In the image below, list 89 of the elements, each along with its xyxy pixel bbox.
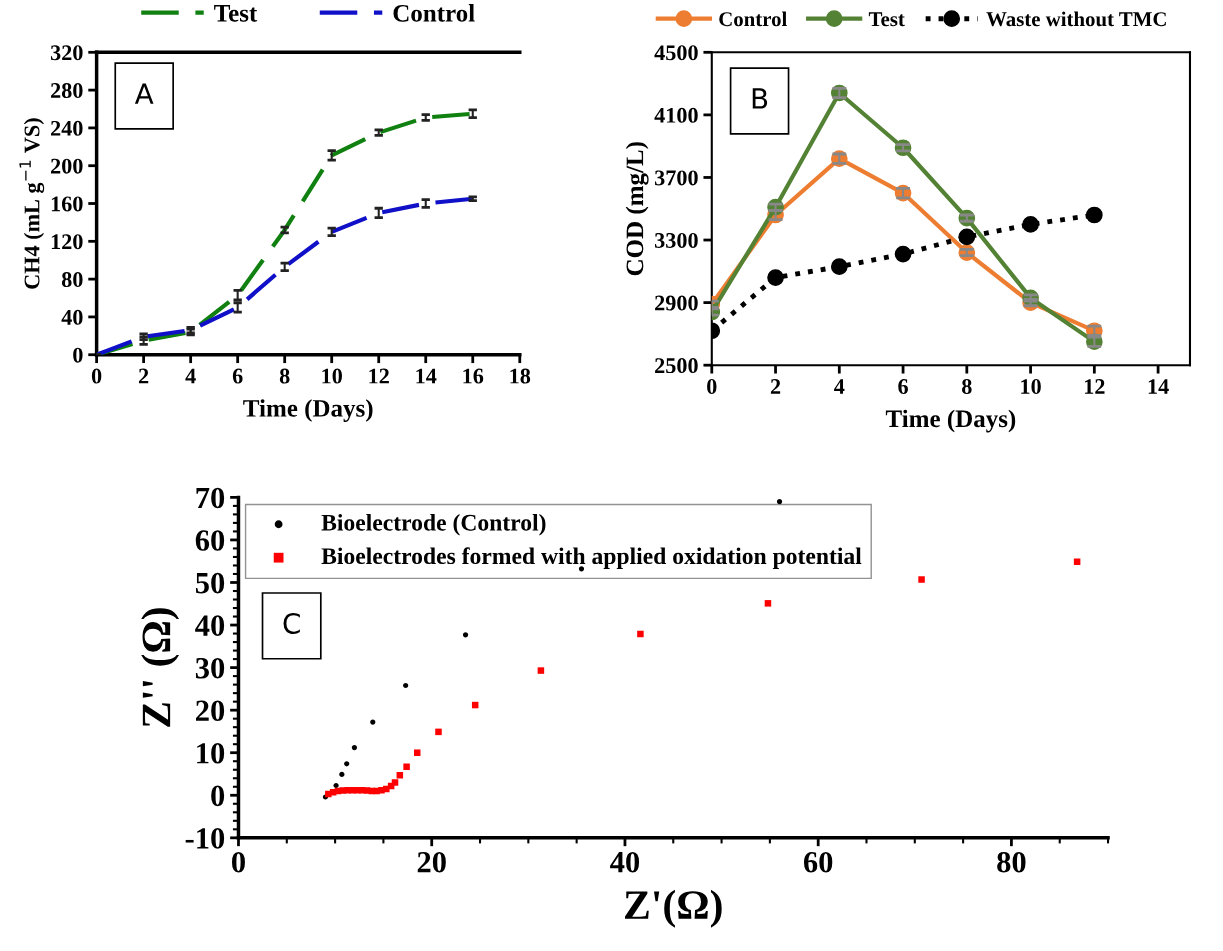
annotation: B: [752, 88, 768, 109]
point: [370, 719, 376, 725]
y-tick-label: 40: [61, 309, 83, 325]
y-axis-title: CH4 (mL g$^{−1}$ VS): [19, 118, 45, 289]
point: [537, 667, 545, 674]
x-tick-label: 8: [279, 368, 290, 384]
y-tick-label: 70: [196, 487, 225, 509]
y-tick-label: 3700: [654, 170, 698, 186]
point: [637, 630, 644, 638]
point: [351, 745, 358, 751]
x-tick-label: 12: [1085, 379, 1105, 394]
x-tick-label: 16: [463, 368, 484, 384]
legend-label: Control: [719, 11, 787, 27]
point: [1022, 216, 1039, 233]
x-axis-title: Time (Days): [243, 399, 373, 422]
x-tick-label: 4: [185, 368, 196, 384]
y-axis-title: Z'' (Ω): [141, 608, 180, 727]
y-tick-label: 50: [195, 572, 225, 594]
point: [344, 761, 350, 767]
x-tick-label: 10: [322, 368, 342, 384]
point: [764, 600, 772, 607]
y-tick-label: 120: [51, 234, 83, 250]
point: [396, 772, 404, 779]
legend-label: Test: [214, 5, 258, 22]
x-tick-label: 0: [91, 368, 102, 384]
y-tick-label: 2900: [655, 295, 698, 311]
annotation: A: [134, 83, 154, 104]
point: [776, 499, 783, 505]
x-tick-label: 80: [997, 851, 1026, 873]
y-axis-title: COD (mg/L): [625, 142, 649, 276]
y-tick-label: 200: [51, 158, 83, 174]
x-tick-label: 0: [232, 851, 245, 873]
point: [958, 228, 976, 246]
point: [391, 779, 399, 786]
point: [578, 566, 585, 572]
point: [767, 269, 784, 286]
legend-label: Test: [868, 12, 905, 27]
y-tick-label: 320: [50, 45, 83, 61]
annotation: C: [283, 612, 300, 634]
x-tick-label: 6: [232, 368, 243, 384]
point: [1073, 558, 1081, 565]
y-tick-label: 0: [73, 347, 83, 363]
y-tick-label: 4100: [654, 107, 698, 123]
legend-label: Bioelectrode (Control): [321, 514, 546, 536]
x-tick-label: 14: [416, 368, 437, 384]
point: [918, 576, 925, 583]
y-tick-label: 3300: [654, 232, 698, 248]
x-tick-label: 60: [803, 851, 833, 873]
y-tick-label: -10: [185, 828, 225, 849]
y-tick-label: 10: [197, 743, 225, 764]
y-tick-label: 160: [51, 196, 83, 212]
x-tick-label: 10: [1021, 379, 1041, 395]
x-tick-label: 12: [369, 368, 389, 384]
legend-label: Bioelectrodes formed with applied oxidation potential: [321, 547, 862, 569]
x-axis-title: Z'(Ω): [625, 889, 722, 928]
line-series: [96, 196, 475, 355]
legend-label: Control: [393, 4, 475, 22]
point: [403, 682, 409, 689]
x-tick-label: 8: [962, 379, 972, 395]
point: [435, 728, 442, 736]
point: [1086, 206, 1103, 224]
x-tick-label: 6: [898, 379, 908, 395]
point: [403, 763, 410, 771]
point: [413, 749, 421, 756]
x-tick-label: 0: [707, 379, 717, 395]
x-axis-title: Time (Days): [885, 409, 1016, 433]
point: [894, 245, 912, 263]
y-tick-label: 280: [51, 83, 83, 99]
x-tick-label: 2: [139, 368, 149, 384]
point: [333, 782, 339, 789]
x-tick-label: 14: [1148, 379, 1169, 394]
point: [462, 632, 469, 638]
y-tick-label: 240: [51, 120, 83, 136]
x-tick-label: 2: [770, 379, 781, 394]
x-tick-label: 20: [417, 851, 446, 873]
y-tick-label: 0: [211, 785, 225, 807]
x-tick-label: 18: [510, 368, 531, 384]
y-tick-label: 20: [196, 700, 225, 722]
y-tick-label: 30: [195, 657, 225, 679]
y-tick-label: 60: [195, 530, 225, 551]
x-tick-label: 4: [834, 379, 845, 394]
y-tick-label: 80: [61, 272, 83, 288]
point: [830, 258, 848, 275]
legend-label: Waste without TMC: [986, 11, 1166, 27]
y-tick-label: 40: [195, 615, 225, 636]
x-tick-label: 40: [610, 851, 640, 873]
y-tick-label: 4500: [654, 45, 698, 61]
point: [339, 771, 345, 778]
y-tick-label: 2500: [655, 358, 698, 374]
